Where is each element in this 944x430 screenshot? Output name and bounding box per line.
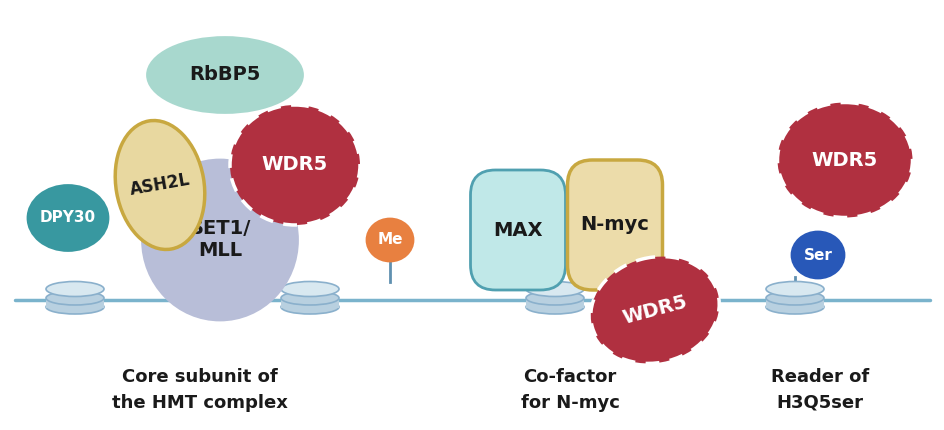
Text: DPY30: DPY30 [40,211,96,225]
FancyBboxPatch shape [46,298,104,308]
Text: Reader of
H3Q5ser: Reader of H3Q5ser [770,369,868,412]
Ellipse shape [590,257,718,363]
Ellipse shape [777,102,912,218]
Ellipse shape [280,300,339,314]
Ellipse shape [766,282,823,297]
Text: N-myc: N-myc [580,215,649,234]
Ellipse shape [46,291,104,305]
Ellipse shape [280,282,339,297]
Ellipse shape [526,300,583,314]
Text: SET1/
MLL: SET1/ MLL [189,219,250,261]
Text: MAX: MAX [493,221,542,240]
Ellipse shape [766,291,823,305]
Text: Me: Me [377,233,402,248]
Text: WDR5: WDR5 [261,156,328,175]
Ellipse shape [143,160,297,320]
Ellipse shape [46,300,104,314]
Ellipse shape [28,185,108,251]
Ellipse shape [229,105,360,225]
FancyBboxPatch shape [280,298,339,308]
Ellipse shape [147,37,302,113]
Ellipse shape [526,282,583,297]
Ellipse shape [280,291,339,305]
FancyBboxPatch shape [526,298,583,308]
Text: RbBP5: RbBP5 [189,65,261,85]
Ellipse shape [526,291,583,305]
Text: Ser: Ser [802,248,832,262]
FancyBboxPatch shape [470,170,565,290]
FancyBboxPatch shape [766,298,823,308]
Text: Co-factor
for N-myc: Co-factor for N-myc [520,369,618,412]
FancyBboxPatch shape [567,160,662,290]
Ellipse shape [115,120,205,249]
Ellipse shape [46,282,104,297]
Text: WDR5: WDR5 [620,292,689,328]
Ellipse shape [366,219,413,261]
Text: ASH2L: ASH2L [128,171,192,199]
Text: WDR5: WDR5 [811,150,877,169]
Text: Core subunit of
the HMT complex: Core subunit of the HMT complex [112,369,288,412]
Ellipse shape [766,300,823,314]
Ellipse shape [791,232,843,278]
